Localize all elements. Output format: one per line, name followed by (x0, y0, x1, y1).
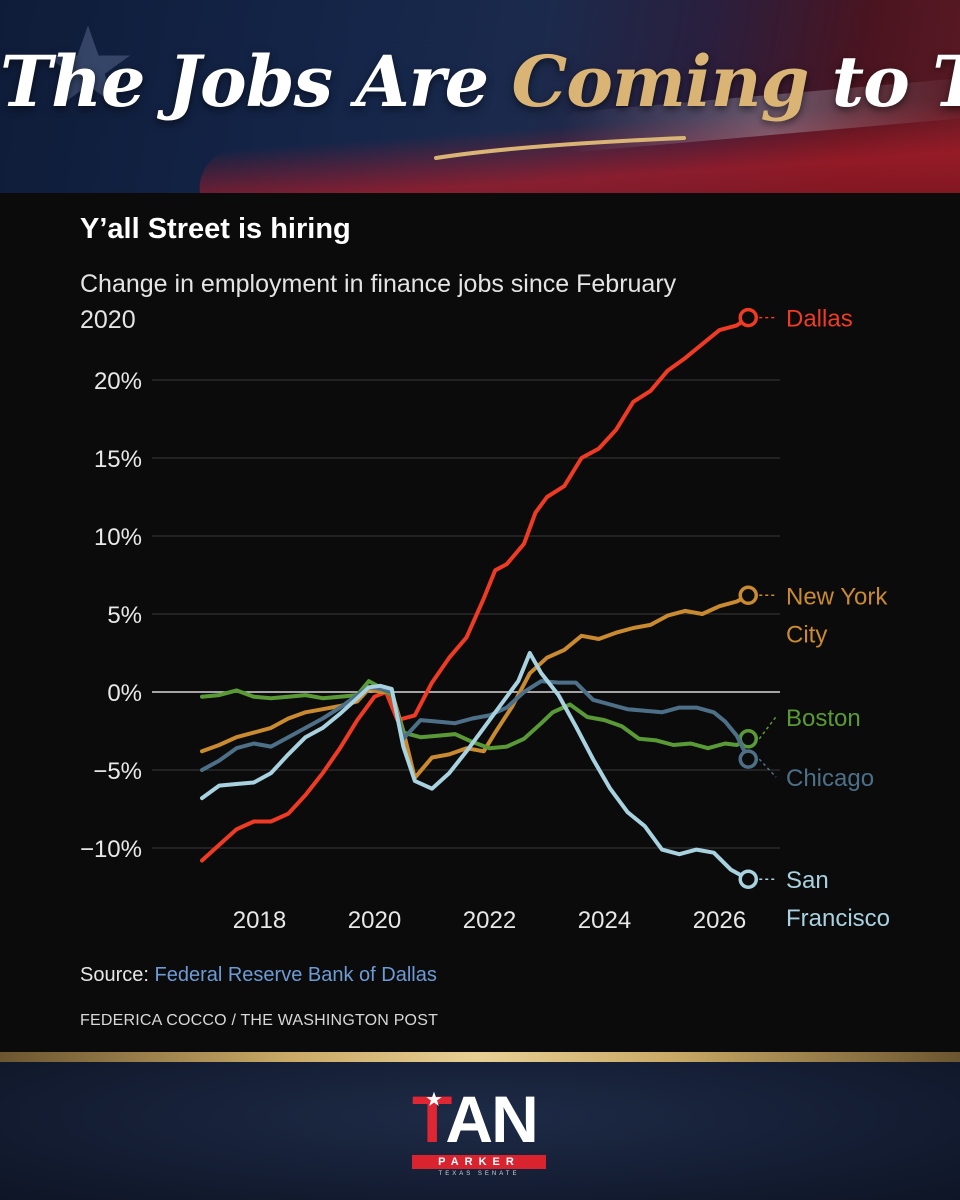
x-tick-label: 2022 (463, 907, 516, 934)
series-endpoint-chicago (738, 749, 758, 769)
gold-divider (0, 1052, 960, 1062)
logo-surname: PARKER (412, 1155, 546, 1169)
y-tick-label: 20% (94, 368, 142, 395)
series-line-dallas (200, 315, 751, 863)
chart-subtitle: Change in employment in finance jobs sin… (80, 270, 677, 334)
series-label-chicago: Chicago (786, 765, 874, 792)
y-tick-label: 5% (107, 602, 142, 629)
source-line: Source: Federal Reserve Bank of Dallas (80, 964, 437, 987)
logo-letter-t: T (412, 1082, 447, 1156)
grid-layer (152, 379, 780, 849)
logo-office: TEXAS SENATE (438, 1171, 520, 1177)
series-endpoint-new-york-city (738, 585, 758, 606)
source-link[interactable]: Federal Reserve Bank of Dallas (154, 964, 437, 986)
texas-star-icon (45, 25, 131, 105)
y-tick-label: 0% (107, 680, 142, 707)
footer-bar (0, 1062, 960, 1200)
x-tick-label: 2018 (233, 907, 286, 934)
chart-title: Y’all Street is hiring (80, 213, 351, 245)
series-label-dallas: Dallas (786, 306, 853, 333)
line-chart: 20% 15% 10% 5% 0% −5% −10% 2018 2020 2022 2024 202… (80, 306, 890, 934)
logo-star-icon (426, 1091, 442, 1107)
header-banner: The Jobs Are Coming to Texas. (0, 0, 960, 193)
series-label-new-york-city: New York (786, 583, 888, 610)
series-labels: Dallas New York City Boston Chicago San Franci… (758, 306, 890, 932)
y-tick-label: 10% (94, 524, 142, 551)
series-line-chicago (200, 679, 751, 772)
headline-part2: to Texas. (831, 40, 960, 123)
headline: The Jobs Are Coming to Texas. (0, 40, 960, 123)
x-tick-label: 2026 (693, 907, 746, 934)
series-endpoint-san-francisco (738, 869, 758, 889)
series-label-san-francisco: San (786, 867, 829, 894)
series-label-boston: Boston (786, 705, 861, 732)
x-tick-label: 2024 (578, 907, 631, 934)
series-label-new-york-city: City (786, 621, 827, 648)
headline-highlight: Coming (511, 40, 810, 123)
series-lines (200, 307, 758, 889)
y-tick-label: 15% (94, 446, 142, 473)
headline-part1: The Jobs Are (0, 40, 512, 123)
headline-underline-swash (434, 136, 686, 160)
y-tick-label: −10% (80, 836, 142, 863)
series-leader-boston (758, 716, 777, 740)
y-tick-label: −5% (93, 758, 142, 785)
credit-line: FEDERICA COCCO / THE WASHINGTON POST (80, 1012, 439, 1029)
series-endpoint-dallas (738, 307, 758, 328)
campaign-logo: TAN PARKER TEXAS SENATE (412, 1082, 548, 1185)
x-tick-label: 2020 (348, 907, 401, 934)
series-line-san-francisco (200, 651, 751, 882)
logo-wordmark: TAN (412, 1079, 539, 1159)
series-leader-chicago (758, 758, 777, 778)
logo-letters-an: AN (445, 1082, 538, 1156)
series-label-san-francisco: Francisco (786, 905, 890, 932)
x-axis-labels: 2018 2020 2022 2024 2026 (233, 907, 746, 934)
y-axis-labels: 20% 15% 10% 5% 0% −5% −10% (80, 368, 142, 863)
source-label: Source: (80, 964, 155, 986)
